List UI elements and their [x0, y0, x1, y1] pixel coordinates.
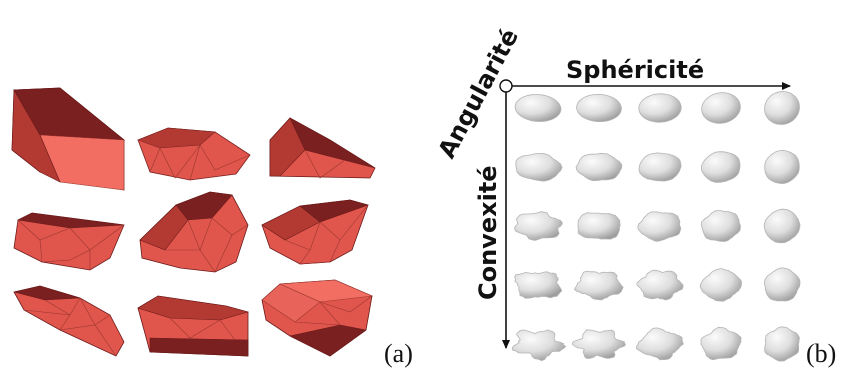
particle-r5-c1 — [511, 329, 567, 362]
particle-r4-c1 — [514, 271, 563, 299]
panel-a-label: (a) — [384, 339, 413, 368]
particle-r2-c3 — [638, 152, 682, 182]
polyhedron-7 — [13, 285, 125, 357]
axis-origin-marker — [499, 79, 513, 93]
particle-r4-c2 — [573, 270, 624, 301]
particle-r1-c2 — [576, 94, 622, 122]
angularity-axis-label: Angularité — [433, 24, 524, 163]
particle-r5-c4 — [700, 326, 742, 361]
panel-a-polyhedra — [11, 87, 376, 357]
sphericity-axis-label: Sphéricité — [566, 56, 704, 84]
particle-r2-c5 — [764, 149, 800, 185]
particle-r4-c5 — [763, 267, 801, 302]
panel-b-label: (b) — [806, 339, 836, 368]
particle-r5-c3 — [635, 327, 684, 361]
particle-r4-c3 — [636, 269, 685, 301]
particle-grid — [511, 91, 801, 362]
particle-r1-c1 — [514, 94, 562, 122]
particle-r3-c3 — [637, 211, 682, 242]
particle-r3-c5 — [763, 208, 801, 244]
particle-r2-c1 — [515, 152, 563, 182]
polyhedron-5 — [139, 191, 249, 273]
polyhedron-8 — [137, 295, 250, 357]
polyhedron-2 — [137, 127, 251, 181]
particle-r1-c3 — [638, 93, 682, 123]
polyhedron-3 — [269, 117, 376, 179]
polyhedron-6 — [261, 199, 369, 265]
particle-r3-c4 — [700, 210, 742, 242]
particle-r3-c2 — [577, 212, 621, 240]
particle-r1-c5 — [764, 91, 800, 125]
panel-b-axes: Sphéricité Angularité Convexité — [433, 24, 791, 349]
particle-r5-c5 — [764, 326, 800, 362]
particle-r2-c4 — [700, 151, 741, 183]
particle-r2-c2 — [575, 152, 623, 182]
polyhedron-1 — [11, 87, 126, 191]
particle-r5-c2 — [571, 329, 627, 359]
particle-r4-c4 — [699, 268, 743, 302]
polyhedron-4 — [13, 212, 125, 271]
polyhedron-9 — [261, 279, 374, 357]
convexity-axis-label: Convexité — [474, 165, 502, 300]
particle-r1-c4 — [701, 92, 741, 124]
particle-r3-c1 — [514, 211, 563, 241]
